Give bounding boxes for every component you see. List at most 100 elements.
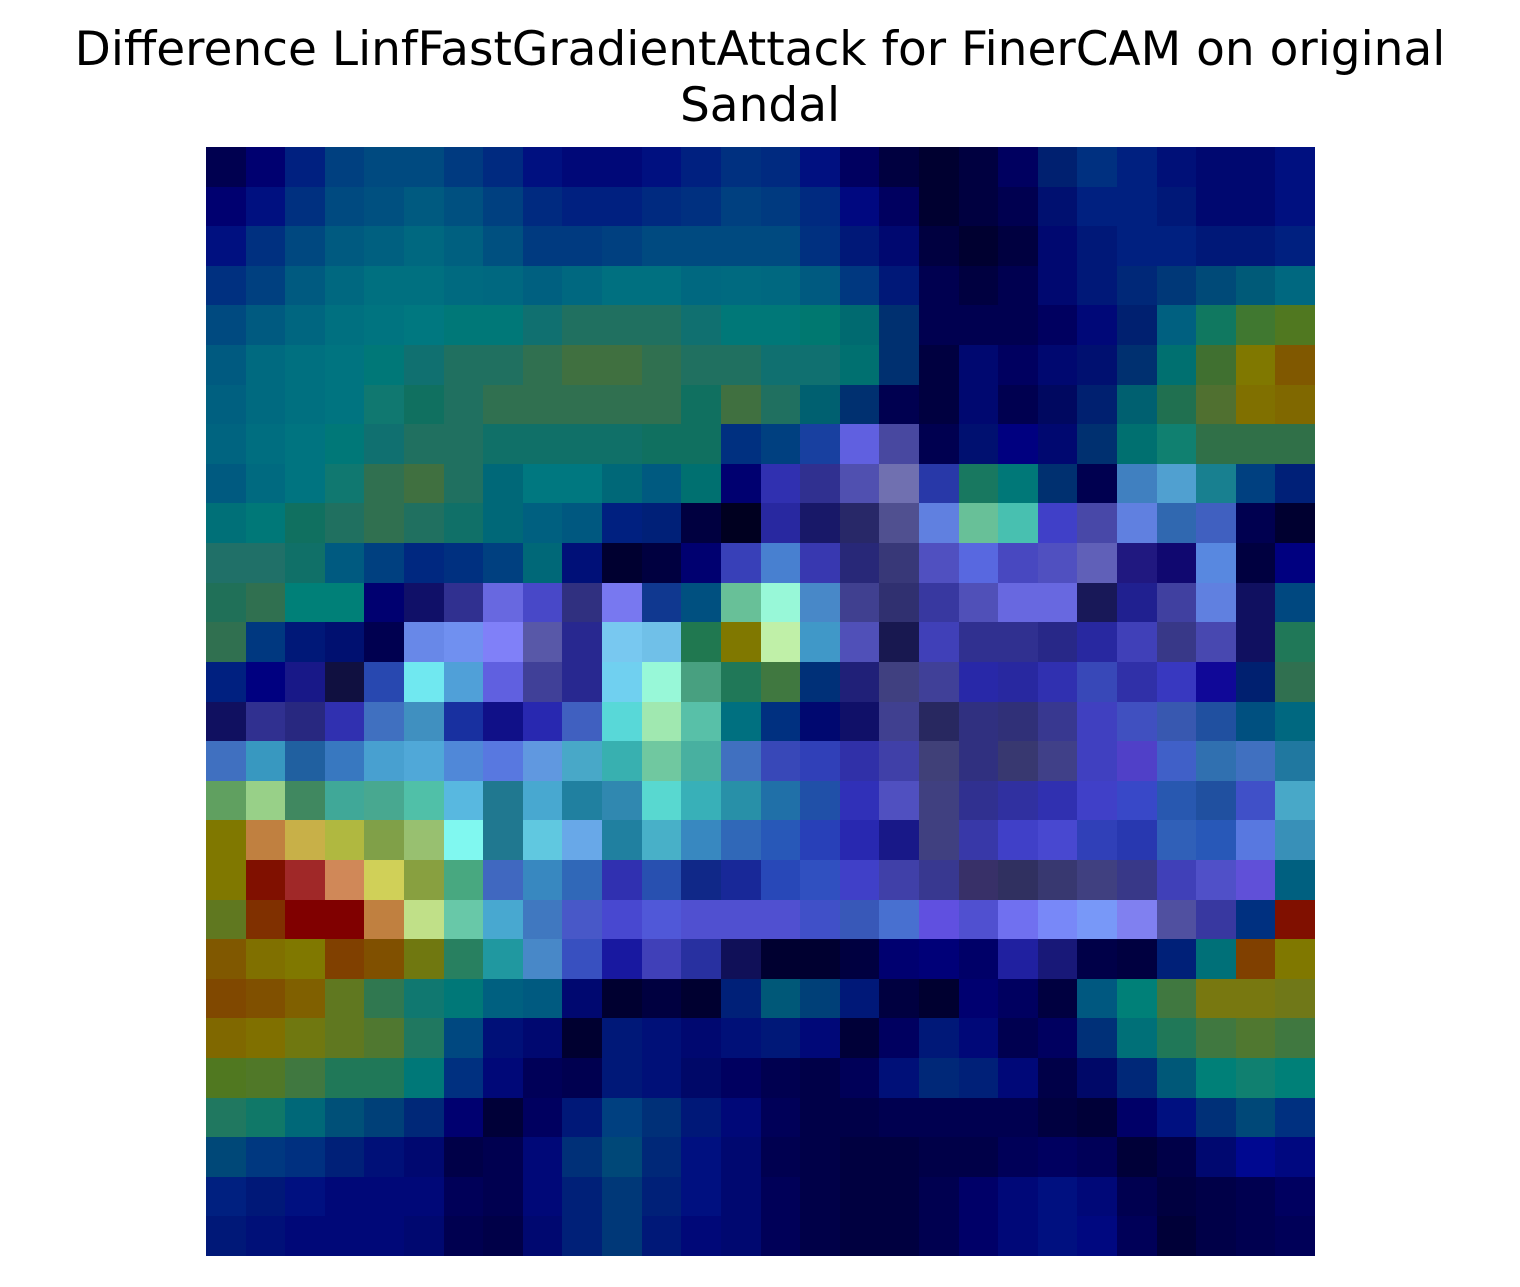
heatmap-cell (1077, 463, 1117, 504)
heatmap-cell (800, 305, 840, 346)
heatmap-cell (324, 1216, 365, 1256)
heatmap-cell (483, 820, 523, 860)
heatmap-cell (681, 939, 721, 979)
heatmap-cell (918, 265, 959, 306)
heatmap-cell (1037, 1176, 1078, 1217)
heatmap-cell (404, 1176, 444, 1217)
heatmap-cell (760, 384, 801, 425)
heatmap-cell (958, 661, 999, 702)
heatmap-cell (206, 741, 246, 781)
heatmap-cell (1037, 463, 1078, 504)
heatmap-cell (602, 543, 642, 583)
heatmap-cell (245, 780, 286, 821)
heatmap-cell (1077, 622, 1117, 662)
heatmap-cell (1235, 1018, 1276, 1058)
heatmap-cell (879, 503, 919, 544)
heatmap-cell (839, 622, 880, 662)
heatmap-cell (879, 1057, 919, 1098)
heatmap-cell (562, 1057, 603, 1098)
heatmap-cell (602, 622, 642, 662)
heatmap-cell (879, 147, 919, 187)
heatmap-cell (522, 305, 563, 346)
heatmap-cell (245, 147, 286, 187)
heatmap-cell (1037, 1018, 1078, 1058)
heatmap-cell (364, 939, 405, 979)
heatmap-cell (1235, 780, 1276, 821)
heatmap-cell (958, 503, 999, 544)
heatmap-cell (443, 780, 484, 821)
heatmap-cell (1235, 384, 1276, 425)
heatmap-cell (206, 463, 246, 504)
heatmap-cell (998, 305, 1038, 346)
heatmap-cell (602, 305, 642, 346)
heatmap-cell (1037, 305, 1078, 346)
heatmap-cell (839, 820, 880, 860)
heatmap-cell (404, 265, 444, 306)
heatmap-cell (1077, 424, 1117, 464)
heatmap-cell (245, 622, 286, 662)
heatmap-cell (562, 1137, 603, 1177)
heatmap-cell (839, 1097, 880, 1138)
heatmap-cell (681, 1137, 721, 1177)
heatmap-cell (404, 978, 444, 1019)
heatmap-cell (1037, 859, 1078, 900)
heatmap-cell (641, 305, 682, 346)
heatmap-cell (324, 780, 365, 821)
heatmap-cell (245, 1097, 286, 1138)
heatmap-cell (760, 424, 801, 464)
heatmap-cell (1156, 1018, 1197, 1058)
heatmap-cell (879, 661, 919, 702)
heatmap-cell (285, 820, 325, 860)
heatmap-cell (443, 701, 484, 742)
heatmap-cell (879, 622, 919, 662)
heatmap-cell (562, 622, 603, 662)
heatmap-cell (324, 741, 365, 781)
heatmap-cell (839, 859, 880, 900)
heatmap-cell (918, 147, 959, 187)
heatmap-cell (245, 859, 286, 900)
heatmap-cell (760, 780, 801, 821)
heatmap-cell (641, 1137, 682, 1177)
heatmap-cell (1156, 186, 1197, 227)
heatmap-cell (1077, 226, 1117, 266)
heatmap-cell (285, 622, 325, 662)
heatmap-cell (206, 226, 246, 266)
heatmap-cell (879, 741, 919, 781)
heatmap-cell (1077, 1176, 1117, 1217)
heatmap-cell (1196, 661, 1236, 702)
heatmap-cell (285, 186, 325, 227)
heatmap-cell (800, 1137, 840, 1177)
heatmap-cell (1037, 899, 1078, 940)
heatmap-cell (681, 622, 721, 662)
heatmap-cell (483, 384, 523, 425)
heatmap-cell (641, 1018, 682, 1058)
heatmap-cell (681, 265, 721, 306)
heatmap-cell (879, 1097, 919, 1138)
heatmap-cell (1037, 1216, 1078, 1256)
heatmap-cell (720, 503, 761, 544)
heatmap-cell (285, 899, 325, 940)
heatmap-cell (206, 1176, 246, 1217)
heatmap-cell (483, 1176, 523, 1217)
heatmap-cell (839, 978, 880, 1019)
heatmap-cell (720, 186, 761, 227)
heatmap-cell (404, 1216, 444, 1256)
heatmap-cell (760, 582, 801, 623)
heatmap-cell (522, 661, 563, 702)
heatmap-cell (1196, 859, 1236, 900)
heatmap-cell (720, 1137, 761, 1177)
heatmap-cell (641, 661, 682, 702)
heatmap-cell (1037, 503, 1078, 544)
heatmap-cell (918, 1018, 959, 1058)
heatmap-cell (404, 424, 444, 464)
heatmap-cell (404, 741, 444, 781)
heatmap-cell (522, 186, 563, 227)
heatmap-cell (1116, 978, 1157, 1019)
heatmap-cell (206, 859, 246, 900)
heatmap-cell (681, 503, 721, 544)
heatmap-cell (483, 305, 523, 346)
heatmap-cell (720, 226, 761, 266)
heatmap-cell (879, 780, 919, 821)
heatmap-cell (483, 1097, 523, 1138)
heatmap-cell (324, 820, 365, 860)
